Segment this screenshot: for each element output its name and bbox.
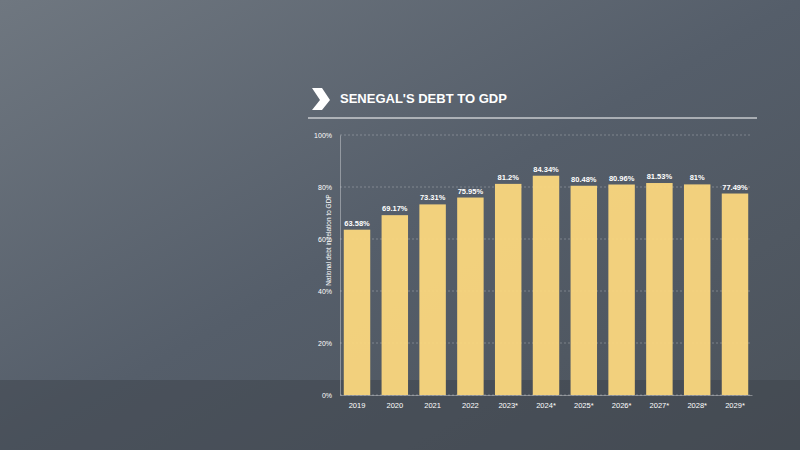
x-tick: 2019 — [349, 395, 366, 410]
x-tick: 2022 — [462, 395, 479, 410]
data-label: 81.53% — [647, 172, 673, 181]
x-tick: 2024* — [536, 395, 556, 410]
logo-shape — [312, 88, 330, 110]
background — [0, 0, 800, 450]
grid-line — [340, 135, 752, 136]
x-tick: 2023* — [498, 395, 518, 410]
y-axis-line — [340, 136, 341, 396]
x-tick-label: 2029* — [725, 401, 745, 410]
y-tick: 80% — [318, 184, 340, 191]
x-tick-label: 2019 — [349, 401, 366, 410]
data-labels: 63.58% 69.17% 73.31% 75.95% 81.2% 84.34% 80.48… — [344, 165, 748, 228]
y-tick: 40% — [318, 288, 340, 295]
y-tick: 0% — [322, 392, 340, 399]
x-tick-label: 2026* — [612, 401, 632, 410]
bar — [419, 204, 445, 395]
x-tick-label: 2021 — [424, 401, 441, 410]
x-axis-line — [341, 395, 753, 396]
bar — [646, 183, 672, 395]
logo — [312, 88, 330, 110]
grid — [340, 135, 752, 395]
data-label: 69.17% — [382, 204, 408, 213]
x-tick: 2020 — [386, 395, 403, 410]
bar — [571, 186, 597, 395]
x-axis: 2019 2020 2021 2022 2023* 2024* 2025* 2026* 2027… — [341, 395, 753, 410]
bar — [684, 184, 710, 395]
x-tick: 2021 — [424, 395, 441, 410]
x-tick-label: 2028* — [687, 401, 707, 410]
bar — [608, 185, 634, 395]
x-tick-label: 2025* — [574, 401, 594, 410]
y-tick-label: 20% — [318, 340, 332, 347]
y-axis: 0%20%40%60%80%100% — [314, 132, 340, 399]
bar — [382, 215, 408, 395]
chart: SENEGAL'S DEBT TO GDP0%20%40%60%80%100%N… — [0, 0, 800, 450]
x-tick: 2026* — [612, 395, 632, 410]
x-tick: 2028* — [687, 395, 707, 410]
title-rule — [308, 118, 757, 119]
data-label: 80.48% — [571, 175, 597, 184]
bar — [722, 194, 748, 395]
x-tick: 2029* — [725, 395, 745, 410]
x-tick-label: 2027* — [650, 401, 670, 410]
data-label: 77.49% — [722, 183, 748, 192]
y-tick: 100% — [314, 132, 340, 139]
y-axis-title: National debt in relation to GDP — [325, 194, 332, 285]
data-label: 75.95% — [458, 187, 484, 196]
bars — [344, 176, 748, 395]
x-tick: 2025* — [574, 395, 594, 410]
y-tick-label: 100% — [314, 132, 332, 139]
x-tick: 2027* — [650, 395, 670, 410]
title: SENEGAL'S DEBT TO GDP — [340, 91, 507, 106]
y-tick-label: 0% — [322, 392, 332, 399]
y-tick: 20% — [318, 340, 340, 347]
bar — [457, 198, 483, 395]
y-tick-label: 80% — [318, 184, 332, 191]
data-label: 73.31% — [420, 193, 446, 202]
x-tick-label: 2022 — [462, 401, 479, 410]
y-tick-label: 40% — [318, 288, 332, 295]
x-tick-label: 2020 — [386, 401, 403, 410]
data-label: 80.96% — [609, 174, 635, 183]
data-label: 84.34% — [533, 165, 559, 174]
x-tick-label: 2023* — [498, 401, 518, 410]
data-label: 81.2% — [498, 173, 520, 182]
bar — [533, 176, 559, 395]
bar — [495, 184, 521, 395]
bar — [344, 230, 370, 395]
data-label: 81% — [690, 173, 705, 182]
x-tick-label: 2024* — [536, 401, 556, 410]
data-label: 63.58% — [344, 219, 370, 228]
